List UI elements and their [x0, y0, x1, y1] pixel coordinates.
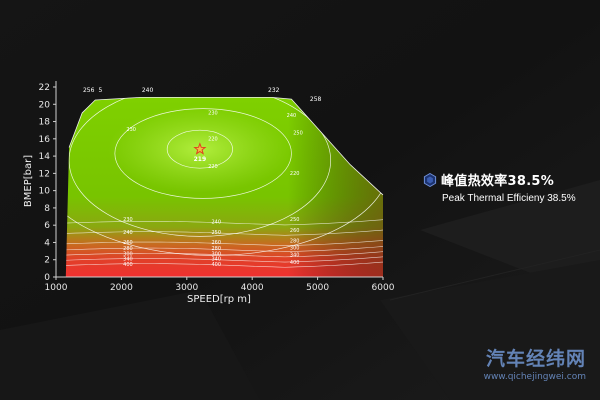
full-load-labels: 256 5 240 232 258	[83, 87, 322, 103]
contour-230	[68, 97, 332, 237]
contour-label: 250	[293, 131, 303, 137]
contour-label: 300	[123, 251, 133, 257]
contour-label: 280	[290, 238, 300, 244]
x-tick-label: 4000	[241, 283, 264, 293]
x-tick-label: 1000	[45, 283, 68, 293]
contour-band-6	[65, 229, 383, 236]
y-tick-label: 6	[44, 221, 50, 231]
hexagon-icon	[423, 172, 437, 187]
callout-title-en: Peak Thermal Efficieny 38.5%	[442, 193, 576, 204]
y-axis-ticks: 0 2 4 6 8 10 12 14 16 18 20 22	[39, 83, 56, 283]
y-axis-title: BMEP[bar]	[23, 155, 34, 207]
y-tick-label: 20	[39, 100, 51, 110]
contour-label: 240	[211, 219, 221, 225]
site-watermark: 汽车经纬网 www.qichejingwei.com	[484, 344, 586, 382]
contour-label: 400	[123, 262, 133, 268]
contour-label: 340	[290, 252, 300, 258]
x-tick-label: 2000	[110, 283, 133, 293]
peak-point: 219	[193, 142, 207, 163]
contour-label: 230	[208, 111, 218, 117]
contour-label: 400	[211, 262, 221, 268]
axes: 1000 2000 3000 4000 5000 6000 0 2 4 6 8 10 12 14 16 18…	[23, 81, 395, 305]
contour-220	[114, 108, 292, 199]
contour-240	[65, 97, 383, 256]
x-axis-ticks: 1000 2000 3000 4000 5000 6000	[45, 277, 395, 293]
callout-title-cn: 峰值热效率38.5%	[441, 174, 555, 189]
x-tick-label: 5000	[306, 283, 329, 293]
x-axis-title: SPEED[rp m]	[187, 294, 251, 305]
contour-label: 400	[290, 260, 300, 266]
peak-star-icon	[193, 142, 207, 155]
contour-label: 240	[287, 113, 297, 119]
contour-label: 260	[123, 240, 133, 246]
contour-band-2	[65, 256, 383, 263]
contour-219	[166, 129, 233, 169]
contour-label: 220	[208, 164, 218, 170]
contour-band-3	[65, 251, 383, 258]
full-load-curve	[68, 96, 384, 196]
y-tick-label: 12	[39, 169, 50, 179]
full-load-label: 256	[83, 87, 95, 94]
contour-label: 340	[211, 257, 221, 263]
full-load-label: 240	[142, 87, 154, 94]
full-load-label: 232	[268, 87, 280, 94]
contour-label: 250	[211, 230, 221, 236]
contour-label: 250	[290, 217, 300, 223]
y-tick-label: 16	[39, 135, 51, 145]
map-fill-layer	[65, 97, 383, 277]
watermark-url: www.qichejingwei.com	[483, 372, 586, 382]
peak-efficiency-callout: 峰值热效率38.5% Peak Thermal Efficieny 38.5%	[423, 170, 576, 204]
watermark-site-name: 汽车经纬网	[485, 348, 586, 370]
y-tick-label: 2	[44, 256, 50, 266]
contour-band-7	[65, 219, 383, 226]
contour-label: 300	[211, 251, 221, 257]
contour-lines	[65, 97, 383, 268]
contour-band-5	[65, 240, 383, 246]
contour-label: 280	[123, 246, 133, 252]
contour-label: 220	[290, 171, 300, 177]
contour-label: 280	[211, 246, 221, 252]
contour-label: 340	[123, 257, 133, 263]
contour-band-1	[65, 261, 383, 268]
y-tick-label: 4	[44, 238, 50, 248]
y-tick-label: 0	[44, 273, 50, 283]
full-load-label: 258	[310, 96, 322, 103]
contour-band-4	[65, 246, 383, 252]
y-tick-label: 22	[39, 83, 50, 93]
contour-label: 260	[290, 228, 300, 234]
contour-label: 230	[126, 127, 136, 133]
full-load-label: 5	[99, 87, 103, 94]
x-tick-label: 6000	[372, 283, 395, 293]
contour-label: 220	[208, 137, 218, 143]
y-tick-label: 8	[44, 204, 50, 214]
contour-label: 260	[211, 240, 221, 246]
contour-label: 240	[123, 230, 133, 236]
peak-value-label: 219	[194, 156, 207, 163]
y-tick-label: 14	[39, 152, 51, 162]
x-tick-label: 3000	[175, 283, 198, 293]
y-tick-label: 10	[39, 187, 51, 197]
contour-label: 230	[123, 217, 133, 223]
contour-label: 300	[290, 245, 300, 251]
y-tick-label: 18	[39, 118, 51, 128]
